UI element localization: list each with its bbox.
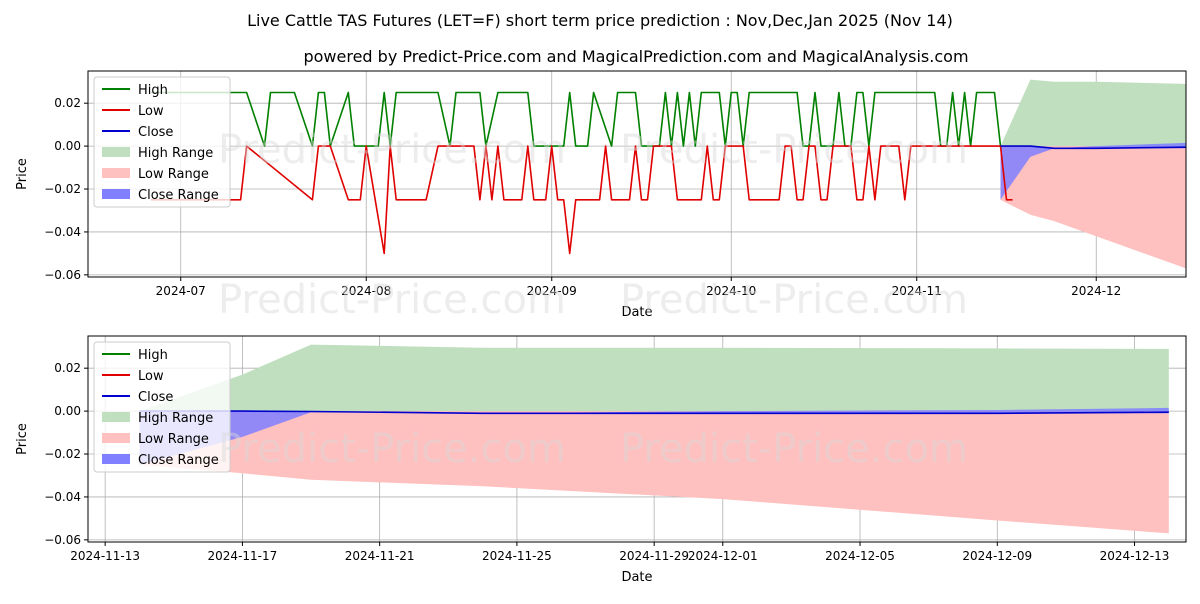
x-tick-label: 2024-07: [156, 284, 206, 298]
x-tick-label: 2024-11-17: [208, 549, 278, 563]
legend-label: High: [138, 83, 168, 98]
legend-label: Close Range: [138, 453, 219, 468]
legend-label: High Range: [138, 411, 213, 426]
x-tick-label: 2024-12-05: [825, 549, 895, 563]
legend-label: Low: [138, 104, 164, 119]
watermark-3: Predict-Price.com: [218, 277, 566, 323]
y-tick-label: −0.04: [44, 225, 81, 239]
legend-swatch: [102, 412, 130, 422]
area-low-range: [1000, 146, 1186, 269]
x-tick-label: 2024-11-25: [482, 549, 552, 563]
y-tick-label: −0.06: [44, 533, 81, 547]
legend-label: High Range: [138, 146, 213, 161]
legend-label: Close: [138, 390, 173, 405]
chart-subtitle: powered by Predict-Price.com and Magical…: [303, 47, 968, 66]
y-tick-label: 0.02: [54, 361, 81, 375]
area-close-range: [139, 407, 1169, 465]
watermark-1: Predict-Price.com: [218, 127, 566, 173]
series-close-line: [139, 410, 1169, 415]
watermark-6: Predict-Price.com: [620, 426, 968, 472]
series-high-line: [150, 91, 1002, 147]
legend-swatch: [102, 189, 130, 199]
x-axis-label: Date: [621, 570, 652, 585]
panel-top: 2024-07 2024-08 2024-09 2024-10 2024-11 2024-…: [15, 70, 1187, 320]
y-tick-label: 0.02: [54, 96, 81, 110]
legend-swatch: [102, 168, 130, 178]
legend: High Low Close High Range Low Range Close Ran…: [93, 76, 231, 208]
legend-swatch: [102, 147, 130, 157]
watermark-4: Predict-Price.com: [620, 277, 968, 323]
legend-swatch: [102, 454, 130, 464]
watermark-5: Predict-Price.com: [218, 426, 566, 472]
y-tick-label: 0.00: [54, 139, 81, 153]
legend-label: Low Range: [138, 432, 209, 447]
x-tick-label: 2024-12-13: [1100, 549, 1170, 563]
x-tick-label: 2024-10: [706, 284, 756, 298]
series-low-line: [150, 145, 1013, 255]
axes-frame: [87, 70, 1187, 278]
series-close-line: [1000, 145, 1187, 150]
y-axis-label: Price: [15, 158, 30, 190]
chart-title: Live Cattle TAS Futures (LET=F) short te…: [247, 11, 953, 30]
area-low-range: [139, 411, 1169, 534]
legend-label: Low Range: [138, 167, 209, 182]
x-tick-label: 2024-08: [341, 284, 391, 298]
panel-bottom: 2024-11-13 2024-11-17 2024-11-21 2024-11-25…: [15, 335, 1187, 585]
y-tick-label: −0.02: [44, 182, 81, 196]
x-tick-label: 2024-09: [527, 284, 577, 298]
x-tick-label: 2024-12-01: [688, 549, 758, 563]
area-high-range: [139, 344, 1169, 412]
legend-label: High: [138, 348, 168, 363]
watermark-2: Predict-Price.com: [620, 127, 968, 173]
legend-label: Close Range: [138, 188, 219, 203]
y-tick-label: −0.06: [44, 268, 81, 282]
area-high-range: [1000, 79, 1186, 147]
x-tick-label: 2024-11-13: [70, 549, 140, 563]
x-tick-label: 2024-12-09: [962, 549, 1032, 563]
legend-label: Low: [138, 369, 164, 384]
x-axis-label: Date: [621, 305, 652, 320]
x-tick-label: 2024-11-29: [619, 549, 689, 563]
axes-frame: [87, 335, 1187, 543]
y-tick-label: −0.02: [44, 447, 81, 461]
x-tick-label: 2024-12: [1071, 284, 1121, 298]
x-tick-label: 2024-11: [892, 284, 942, 298]
legend-label: Close: [138, 125, 173, 140]
x-tick-label: 2024-11-21: [345, 549, 415, 563]
y-tick-label: 0.00: [54, 404, 81, 418]
y-tick-label: −0.04: [44, 490, 81, 504]
legend-swatch: [102, 433, 130, 443]
legend: High Low Close High Range Low Range Close Ran…: [93, 341, 231, 473]
area-close-range: [1000, 142, 1186, 200]
y-axis-label: Price: [15, 423, 30, 455]
